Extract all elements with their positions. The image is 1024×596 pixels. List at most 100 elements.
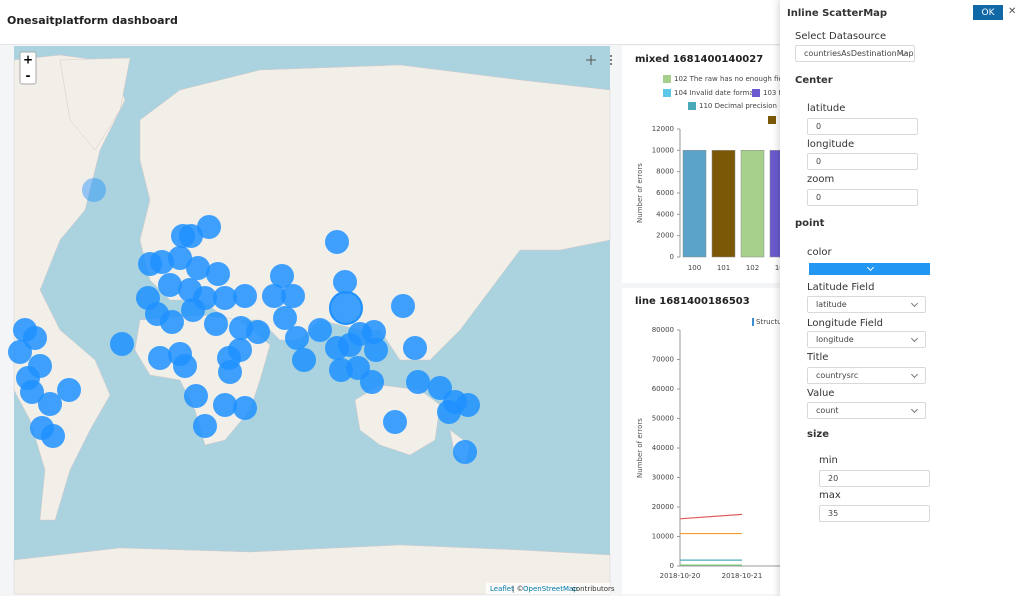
- map-bubble: [181, 298, 205, 322]
- map-bubble: [437, 400, 461, 424]
- map-bubble: [23, 326, 47, 350]
- map-bubble: [213, 286, 237, 310]
- input-value: 0: [816, 122, 822, 131]
- attribution-osm[interactable]: OpenStreetMap: [523, 585, 578, 593]
- map-bubble: [362, 320, 386, 344]
- legend-label: Structu: [756, 318, 782, 326]
- map-bubble: [383, 410, 407, 434]
- zoom-out[interactable]: -: [26, 69, 31, 83]
- attribution-sep: | ©: [512, 585, 524, 593]
- map-bubble: [364, 338, 388, 362]
- close-button[interactable]: ✕: [1008, 6, 1017, 17]
- map-bubble: [204, 312, 228, 336]
- y-tick-label: 10000: [652, 146, 674, 154]
- map-bubble: [82, 178, 106, 202]
- lon-field-select[interactable]: longitude: [807, 331, 926, 348]
- y-tick-label: 40000: [652, 444, 674, 452]
- map-bubble: [360, 370, 384, 394]
- map-bubble: [308, 318, 332, 342]
- map-bubble: [456, 393, 480, 417]
- y-tick-label: 70000: [652, 356, 674, 364]
- dashboard-title: Onesaitplatform dashboard: [7, 14, 178, 27]
- y-axis-label: Number of errors: [636, 418, 644, 478]
- map-bubble: [262, 284, 286, 308]
- field-label: Longitude Field: [807, 318, 883, 329]
- field-label: longitude: [807, 139, 855, 150]
- field-label: min: [819, 455, 838, 466]
- field-label: latitude: [807, 103, 846, 114]
- input-value: 35: [828, 509, 839, 518]
- legend-swatch: [752, 89, 760, 97]
- input-value: 0: [816, 193, 822, 202]
- menu-icon[interactable]: [610, 55, 612, 65]
- color-picker[interactable]: [809, 263, 930, 275]
- y-tick-label: 10000: [652, 533, 674, 541]
- field-label: zoom: [807, 174, 835, 185]
- select-value: countrysrc: [816, 371, 859, 380]
- map-bubble: [281, 284, 305, 308]
- longitude-input[interactable]: 0: [807, 153, 918, 170]
- min-input[interactable]: 20: [819, 470, 930, 487]
- map-bubble: [218, 360, 242, 384]
- attribution-leaflet[interactable]: Leaflet: [490, 585, 514, 593]
- y-tick-label: 2000: [656, 232, 674, 240]
- section-title: size: [807, 429, 829, 440]
- x-tick-label: 102: [746, 264, 759, 272]
- map-bubble: [57, 378, 81, 402]
- map-bubble: [197, 215, 221, 239]
- map-bubble: [158, 273, 182, 297]
- zoom-in[interactable]: +: [23, 53, 33, 67]
- attribution-bg: [486, 583, 610, 594]
- y-tick-label: 6000: [656, 189, 674, 197]
- zoom-input[interactable]: 0: [807, 189, 918, 206]
- field-label: color: [807, 247, 832, 258]
- map-bubble: [391, 294, 415, 318]
- x-tick-label: 101: [717, 264, 730, 272]
- x-tick-label: 2018-10-20: [660, 572, 701, 580]
- map-bubble: [233, 284, 257, 308]
- field-label: Latitude Field: [807, 282, 875, 293]
- max-input[interactable]: 35: [819, 505, 930, 522]
- map-bubble: [38, 392, 62, 416]
- map-bubble: [206, 262, 230, 286]
- y-tick-label: 60000: [652, 385, 674, 393]
- map-bubble: [270, 264, 294, 288]
- datasource-select[interactable]: countriesAsDestinationMap: [795, 45, 915, 62]
- title-select[interactable]: countrysrc: [807, 367, 926, 384]
- select-value: latitude: [816, 300, 847, 309]
- section-title: Center: [795, 75, 833, 86]
- map-bubble: [168, 246, 192, 270]
- legend-swatch: [663, 75, 671, 83]
- map-bubbles: [8, 178, 480, 464]
- select-value: count: [816, 406, 839, 415]
- map-bubble: [246, 320, 270, 344]
- select-value: longitude: [816, 335, 854, 344]
- latitude-input[interactable]: 0: [807, 118, 918, 135]
- map-bubble: [20, 380, 44, 404]
- map-bubble: [41, 424, 65, 448]
- legend-label: 103 M: [763, 89, 785, 97]
- ok-button[interactable]: OK: [973, 5, 1003, 20]
- map-bubble: [110, 332, 134, 356]
- zoom-control: [19, 51, 37, 85]
- value-select[interactable]: count: [807, 402, 926, 419]
- field-label: max: [819, 490, 841, 501]
- x-tick-label: 2018-10-21: [722, 572, 763, 580]
- move-icon[interactable]: [586, 55, 596, 65]
- settings-panel: Inline ScatterMap OK ✕ Select Datasource…: [780, 0, 1024, 596]
- y-tick-label: 0: [670, 562, 674, 570]
- legend-label: 110 Decimal precision: [699, 102, 777, 110]
- lat-field-select[interactable]: latitude: [807, 296, 926, 313]
- legend-label: 104 Invalid date format: [674, 89, 757, 97]
- map-bubble: [193, 414, 217, 438]
- map-bubble: [186, 256, 210, 280]
- input-value: 0: [816, 157, 822, 166]
- map-bubble: [160, 310, 184, 334]
- map-bubble: [453, 440, 477, 464]
- map-bubble: [428, 376, 452, 400]
- map-bubble: [325, 230, 349, 254]
- legend-swatch: [752, 318, 754, 326]
- map-bubble: [333, 270, 357, 294]
- map-bubble: [179, 224, 203, 248]
